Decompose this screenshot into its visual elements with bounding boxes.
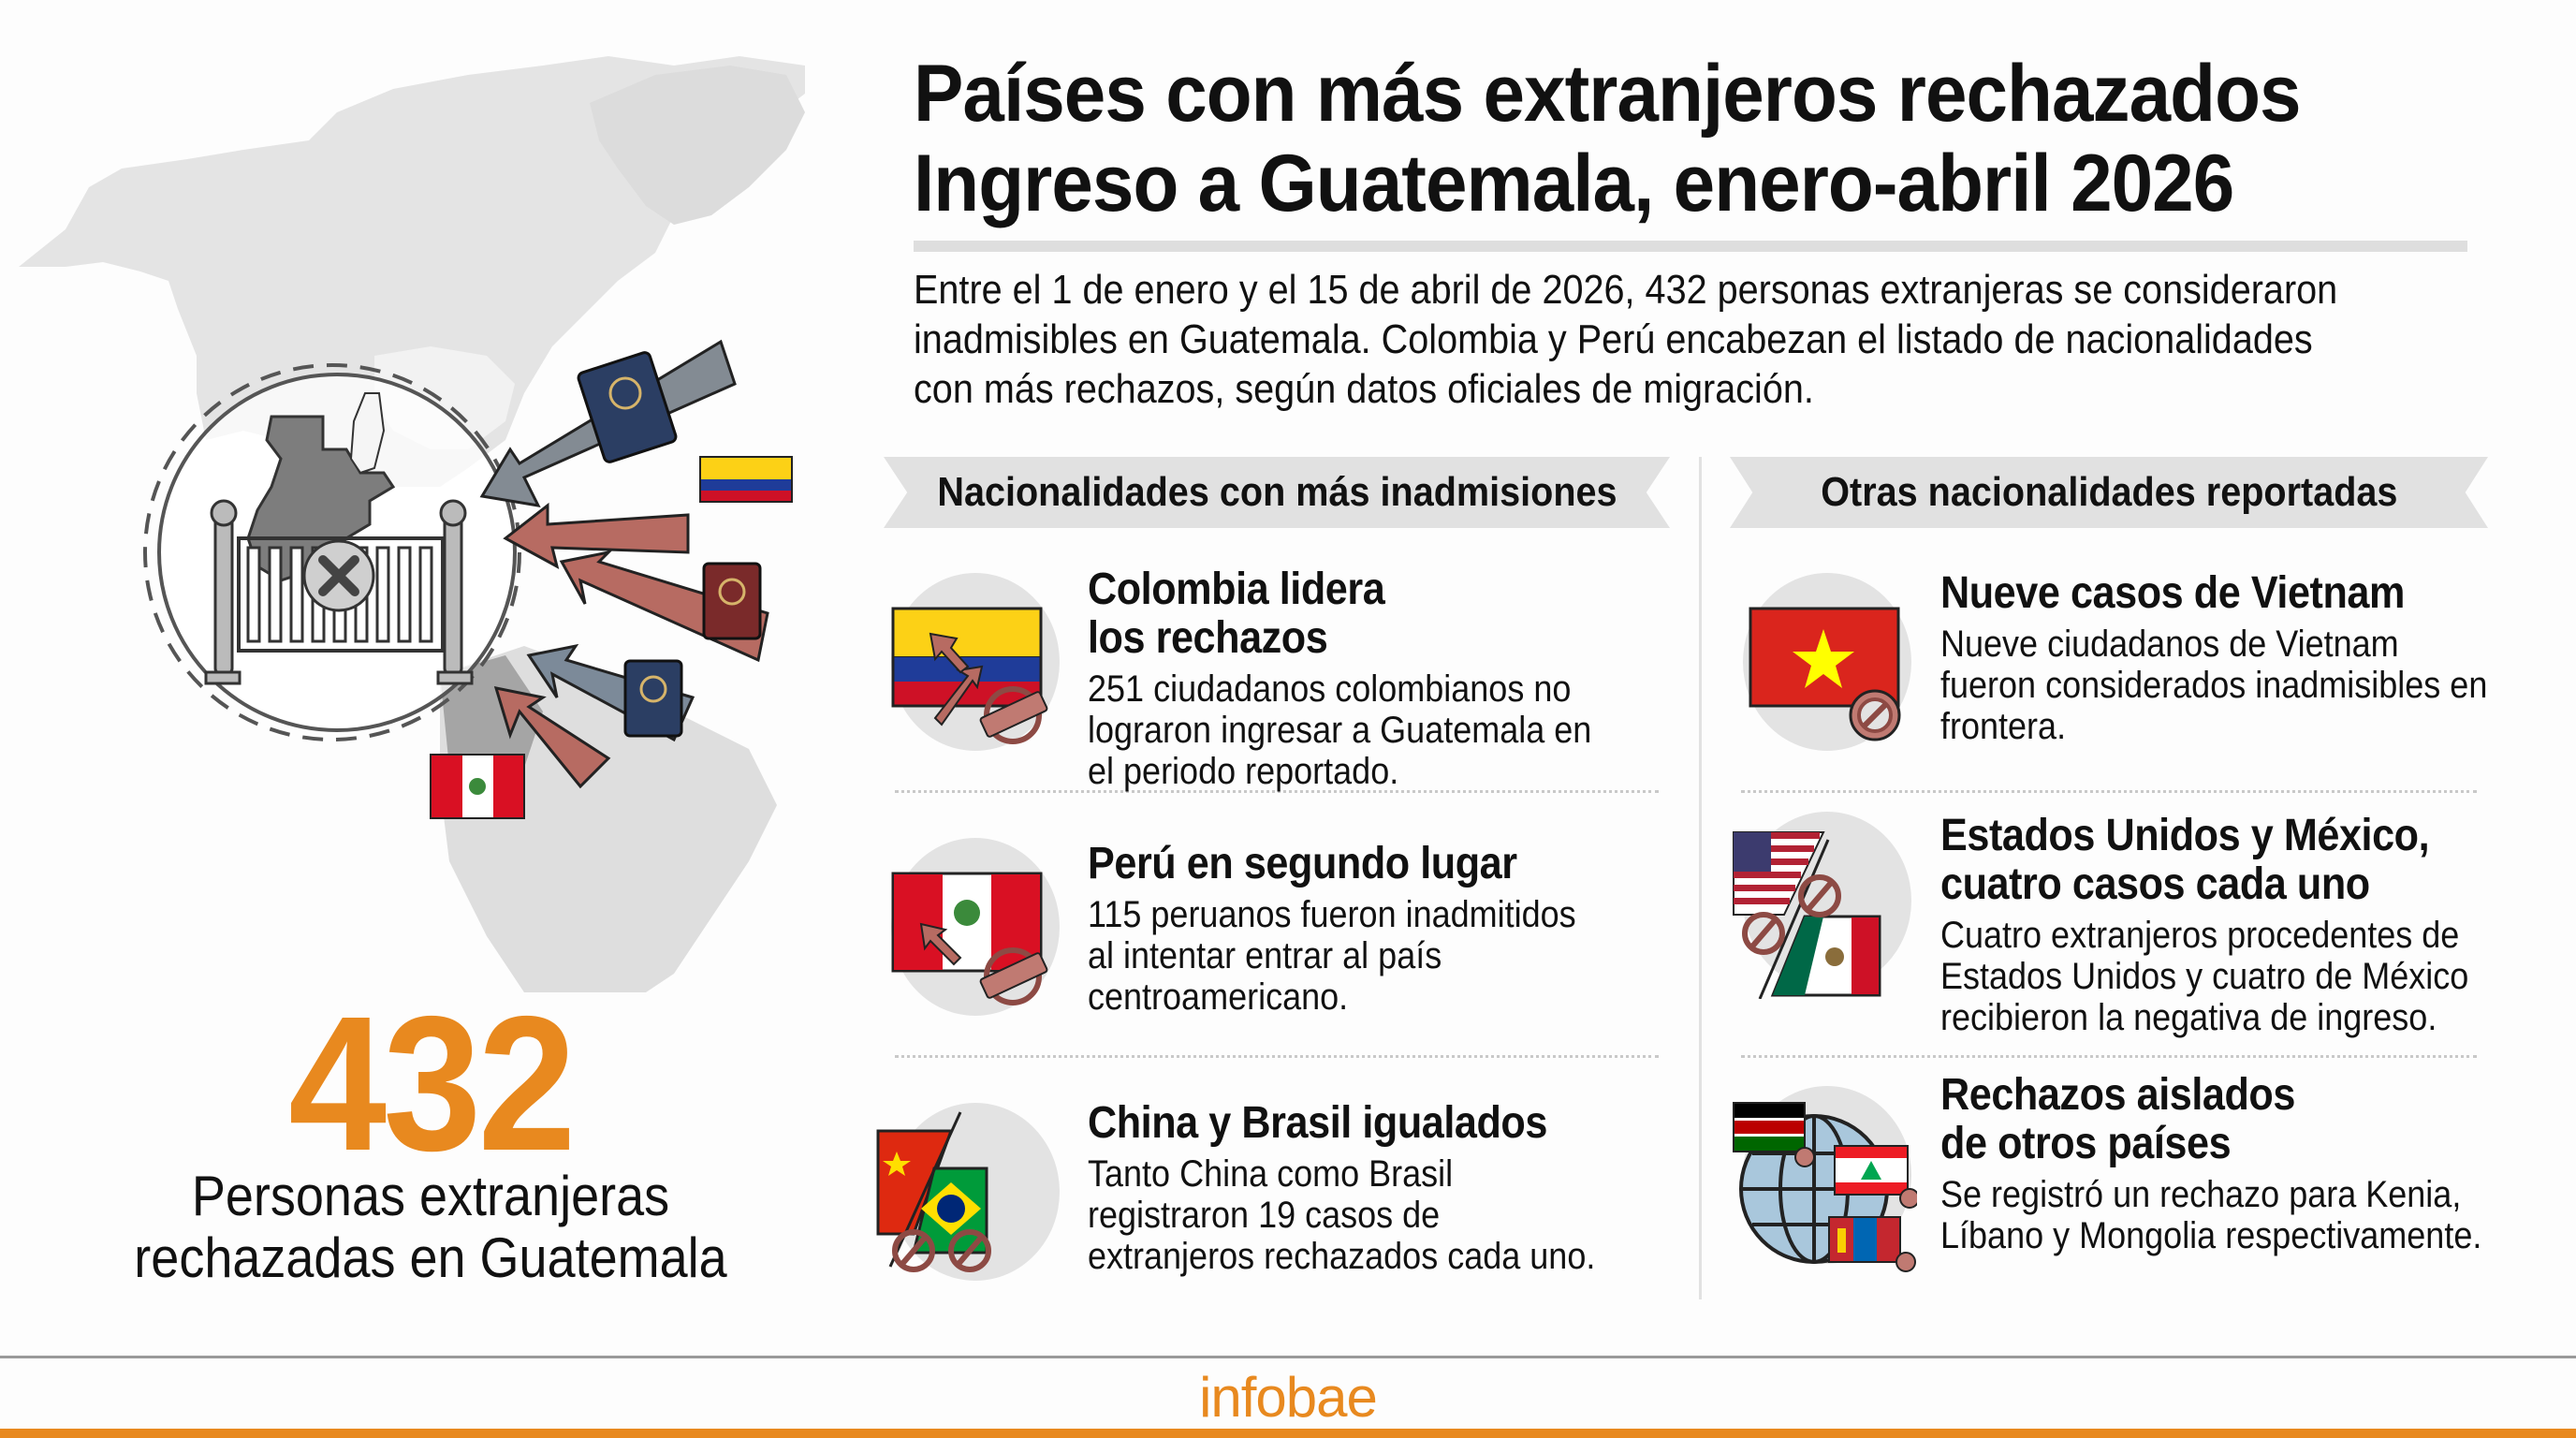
usa-mexico-flags-rejected-icon (1730, 812, 1911, 999)
item-title: Nueve casos de Vietnam (1940, 568, 2405, 618)
vietnam-flag-rejected-icon (1730, 573, 1911, 751)
list-item-usa-mexico: Estados Unidos y México, cuatro casos ca… (1730, 793, 2488, 1055)
globe-flags-rejected-icon (1730, 1086, 1917, 1272)
title-line-1: Países con más extranjeros rechazados (914, 49, 2301, 139)
total-rejected-number: 432 (288, 976, 576, 1191)
peru-flag-rejected-icon (884, 838, 1061, 1016)
dotted-separator (895, 790, 1659, 793)
item-body: 251 ciudadanos colombianos no lograron i… (1088, 668, 1592, 792)
section-banner-label: Nacionalidades con más inadmisiones (936, 469, 1617, 515)
item-body: Tanto China como Brasil registraron 19 c… (1088, 1153, 1596, 1277)
peru-flag (430, 754, 525, 819)
item-title: Colombia lidera los rechazos (1088, 565, 1385, 663)
mongolia-flag (1828, 1216, 1901, 1263)
dotted-separator (895, 1055, 1659, 1058)
item-body: Nueve ciudadanos de Vietnam fueron consi… (1940, 624, 2488, 747)
dotted-separator (1741, 1055, 2477, 1058)
item-title: Rechazos aislados de otros países (1940, 1070, 2295, 1168)
section-banner: Nacionalidades con más inadmisiones (884, 457, 1670, 528)
belize-map (349, 392, 386, 475)
x-icon (302, 539, 375, 612)
item-text: Colombia lidera los rechazos 251 ciudada… (1088, 565, 1610, 793)
item-text: Perú en segundo lugar 115 peruanos fuero… (1088, 839, 1610, 1019)
section-banner-label: Otras nacionalidades reportadas (1820, 469, 2398, 515)
item-title: Estados Unidos y México, cuatro casos ca… (1940, 811, 2430, 909)
item-text: Estados Unidos y México, cuatro casos ca… (1940, 811, 2488, 1039)
dashed-ring (143, 363, 521, 741)
title-divider (914, 241, 2467, 252)
column-divider (1699, 457, 1702, 1299)
passport-icon (577, 351, 762, 738)
china-brazil-flags-rejected-icon (876, 1103, 1061, 1281)
list-item-china-brasil: China y Brasil igualados Tanto China com… (876, 1058, 1670, 1320)
item-title: Perú en segundo lugar (1088, 839, 1517, 888)
total-rejected-caption: Personas extranjeras rechazadas en Guate… (43, 1166, 818, 1289)
list-item-vietnam: Nueve casos de Vietnam Nueve ciudadanos … (1730, 528, 2488, 790)
hero-panel: 432 Personas extranjeras rechazadas en G… (0, 0, 871, 1348)
item-body: Se registró un rechazo para Kenia, Líban… (1940, 1174, 2482, 1256)
page-title: Países con más extranjeros rechazados In… (914, 49, 2393, 228)
world-map-illustration (19, 56, 805, 992)
lebanon-flag (1834, 1145, 1909, 1196)
north-america-map (19, 56, 805, 487)
section-banner: Otras nacionalidades reportadas (1730, 457, 2488, 528)
other-nationalities-column: Otras nacionalidades reportadas Nueve ca… (1730, 457, 2488, 1320)
list-item-other-countries: Rechazos aislados de otros países Se reg… (1730, 1058, 2488, 1320)
title-line-2: Ingreso a Guatemala, enero-abril 2026 (914, 139, 2234, 228)
kenya-flag (1733, 1102, 1806, 1152)
item-body: Cuatro extranjeros procedentes de Estado… (1940, 915, 2469, 1038)
infobae-logo: infobae (1199, 1366, 1378, 1429)
top-nationalities-column: Nacionalidades con más inadmisiones Colo… (876, 457, 1670, 1320)
caption-line-1: Personas extranjeras (191, 1165, 670, 1227)
caption-line-2: rechazadas en Guatemala (134, 1226, 727, 1289)
item-text: China y Brasil igualados Tanto China com… (1088, 1098, 1610, 1278)
list-item-peru: Perú en segundo lugar 115 peruanos fuero… (884, 793, 1670, 1055)
item-title: China y Brasil igualados (1088, 1098, 1547, 1148)
colombia-flag-rejected-icon (884, 573, 1061, 751)
item-text: Rechazos aislados de otros países Se reg… (1940, 1070, 2488, 1257)
list-item-colombia: Colombia lidera los rechazos 251 ciudada… (884, 528, 1670, 793)
dotted-separator (1741, 790, 2477, 793)
item-body: 115 peruanos fueron inadmitidos al inten… (1088, 894, 1576, 1018)
footer-divider (0, 1356, 2576, 1358)
colombia-flag (699, 456, 793, 503)
intro-paragraph: Entre el 1 de enero y el 15 de abril de … (914, 267, 2338, 412)
item-text: Nueve casos de Vietnam Nueve ciudadanos … (1940, 568, 2488, 748)
footer-accent-bar (0, 1429, 2576, 1438)
